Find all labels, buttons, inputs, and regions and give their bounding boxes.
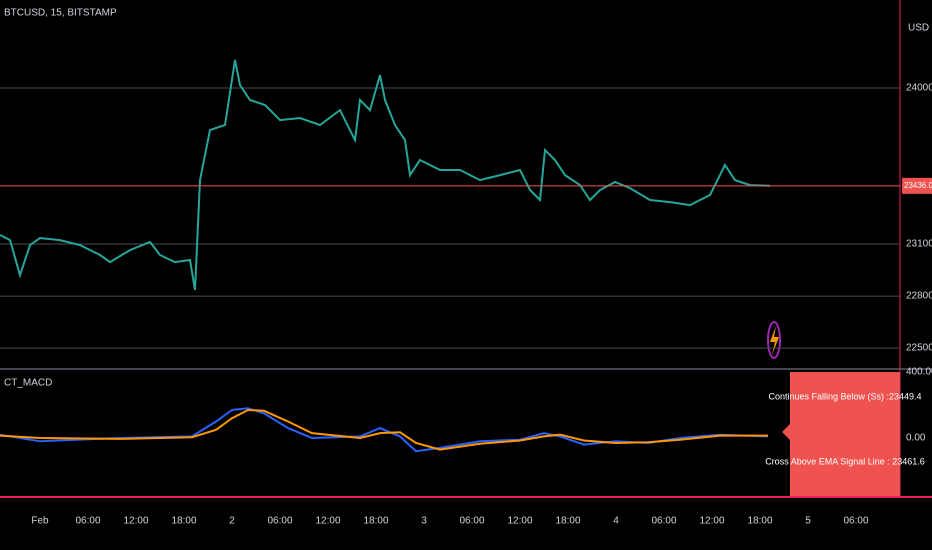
alert-box [790,372,900,496]
alert-text: Cross Above EMA Signal Line : 23461.6 [765,456,925,466]
y-tick-label: 400.00 [906,367,932,378]
currency-label: USD [908,23,929,34]
x-tick-label: 18:00 [171,516,196,527]
y-tick-label: 22800.00 [906,291,932,302]
alert-pointer [782,424,790,440]
symbol-title: BTCUSD, 15, BITSTAMP [4,8,117,19]
x-tick-label: 4 [613,516,619,527]
y-tick-label: 24000.00 [906,83,932,94]
indicator-line [0,407,769,453]
x-tick-label: 12:00 [123,516,148,527]
x-tick-label: 06:00 [267,516,292,527]
alert-text: Continues Falling Below (Ss) :23449.4 [768,391,921,401]
x-tick-label: 5 [805,516,811,527]
last-price-label: 23436.00 [904,181,932,190]
x-tick-label: 12:00 [315,516,340,527]
x-tick-label: 2 [229,516,235,527]
x-tick-label: 06:00 [459,516,484,527]
x-tick-label: Feb [31,516,49,527]
indicator-line [0,408,768,451]
x-tick-label: 18:00 [747,516,772,527]
x-tick-label: 06:00 [843,516,868,527]
x-tick-label: 12:00 [507,516,532,527]
last-price-tag [902,177,932,194]
y-tick-label: 0.00 [906,433,926,444]
indicator-title: CT_MACD [4,378,52,389]
lightning-icon [767,321,781,359]
x-tick-label: 12:00 [699,516,724,527]
x-tick-label: 3 [421,516,427,527]
x-tick-label: 06:00 [75,516,100,527]
x-tick-label: 18:00 [555,516,580,527]
y-tick-label: 22500.00 [906,343,932,354]
x-tick-label: 18:00 [363,516,388,527]
y-tick-label: 23100.00 [906,239,932,250]
x-tick-label: 06:00 [651,516,676,527]
